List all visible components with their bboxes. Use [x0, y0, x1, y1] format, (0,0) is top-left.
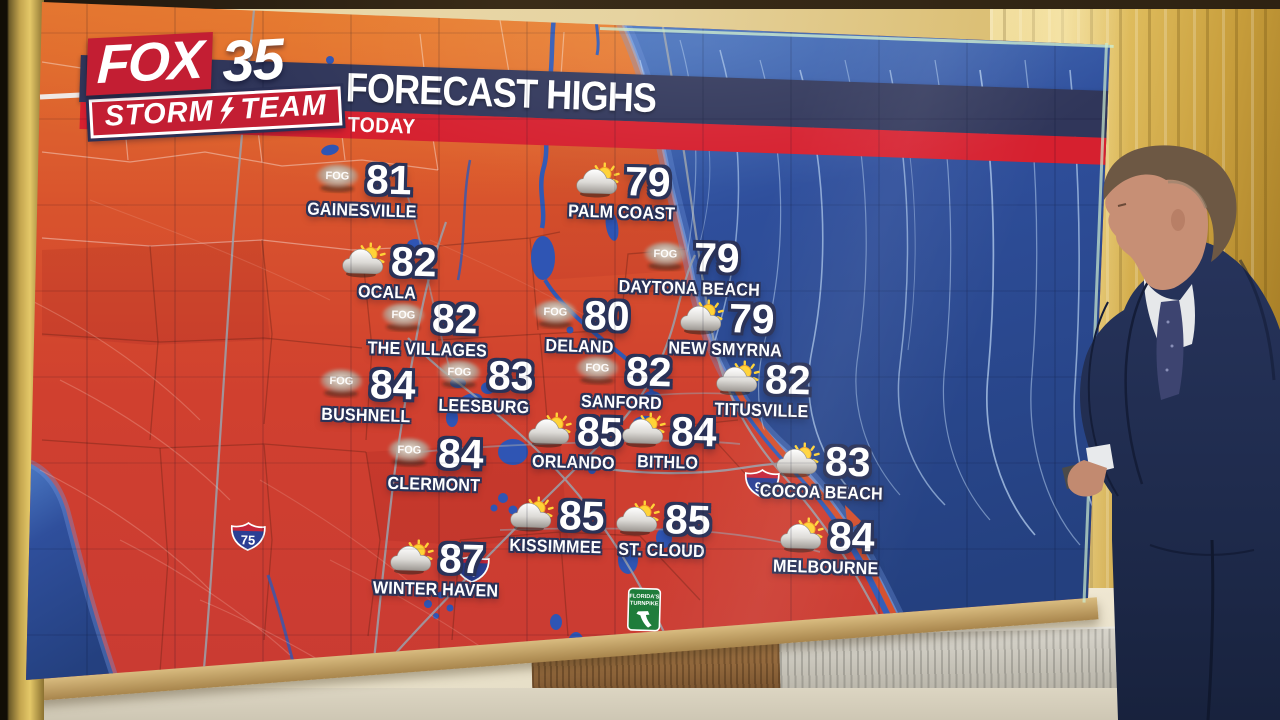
indian-river-lagoon [725, 380, 899, 636]
interstate-4-shield-icon: 4 [454, 553, 490, 583]
city-name: MELBOURNE [772, 555, 879, 579]
city-name: GAINESVILLE [306, 198, 417, 222]
interstate-75-shield-icon: 75 [230, 521, 266, 551]
svg-text:FOG: FOG [653, 248, 677, 261]
temperature-value: 82 [390, 238, 438, 286]
temperature-value: 87 [438, 535, 486, 583]
fog-icon: FOG [576, 356, 619, 385]
city-marker-daytona-beach: FOG 79 DAYTONA BEACH [594, 234, 786, 301]
station-number: 35 [220, 26, 285, 95]
temperature-value: 79 [728, 295, 776, 343]
temperature-value: 81 [365, 156, 413, 204]
svg-text:FLORIDA'S: FLORIDA'S [629, 594, 659, 601]
svg-text:FOG: FOG [397, 444, 421, 457]
fox-logo-text: FOX [96, 29, 204, 96]
interstate-95-shield: 95 [744, 468, 781, 504]
temperature-value: 83 [824, 438, 872, 486]
temperature-value: 79 [624, 158, 672, 206]
svg-text:95: 95 [755, 479, 770, 494]
temperature-value: 79 [693, 234, 741, 282]
sun-cloud-icon [622, 412, 666, 448]
lightning-bolt-icon [220, 97, 235, 126]
svg-text:FOG: FOG [329, 375, 353, 388]
city-marker-melbourne: 84 MELBOURNE [730, 513, 922, 580]
sun-cloud-icon [528, 412, 572, 448]
temperature-value: 82 [764, 356, 812, 404]
city-marker-sanford: FOG 82 SANFORD [526, 348, 718, 415]
city-name: WINTER HAVEN [372, 577, 499, 601]
turnpike-shield: FLORIDA'S TURNPIKE [626, 587, 662, 637]
sun-cloud-icon [780, 517, 824, 553]
temperature-value: 84 [670, 408, 718, 456]
sun-cloud-icon [680, 299, 724, 335]
fog-icon: FOG [388, 438, 431, 467]
sun-cloud-icon [716, 360, 760, 396]
city-marker-ocala: 82 OCALA [292, 238, 484, 305]
florida-turnpike-shield-icon: FLORIDA'S TURNPIKE [627, 587, 662, 632]
studio-ceiling-band [0, 0, 1280, 9]
fog-icon: FOG [534, 300, 577, 329]
sun-cloud-icon [776, 442, 820, 478]
svg-text:4: 4 [468, 563, 477, 580]
fog-icon: FOG [644, 242, 687, 271]
city-marker-bithlo: 84 BITHLO [572, 408, 764, 475]
city-marker-leesburg: FOG 83 LEESBURG [388, 352, 580, 419]
city-marker-winter-haven: 87 WINTER HAVEN [340, 535, 532, 602]
temperature-value: 82 [431, 295, 479, 343]
svg-text:FOG: FOG [585, 362, 609, 375]
city-marker-deland: FOG 80 DELAND [484, 292, 676, 359]
temperature-value: 84 [437, 430, 485, 478]
city-marker-bushnell: FOG 84 BUSHNELL [270, 361, 462, 428]
fox-logo-box: FOX [86, 29, 213, 97]
fog-icon: FOG [382, 303, 425, 332]
svg-text:FOG: FOG [391, 309, 415, 322]
sun-cloud-icon [342, 242, 386, 278]
svg-text:FOG: FOG [447, 366, 471, 379]
temperature-value: 82 [625, 348, 673, 396]
city-marker-gainesville: FOG 81 GAINESVILLE [266, 156, 458, 223]
svg-text:FOG: FOG [543, 306, 567, 319]
city-name: COCOA BEACH [759, 480, 884, 504]
fog-icon: FOG [320, 369, 363, 398]
svg-text:FOG: FOG [325, 170, 349, 183]
interstate-95-shield-icon: 95 [744, 468, 780, 498]
svg-text:TURNPIKE: TURNPIKE [630, 601, 659, 608]
city-marker-new-smyrna: 79 NEW SMYRNA [630, 295, 822, 362]
interstate-75-shield: 75 [230, 521, 267, 557]
city-marker-kissimmee: 85 KISSIMMEE [460, 492, 652, 559]
city-name: PALM COAST [567, 200, 676, 224]
storm-label: STORM [103, 95, 215, 134]
barrier-island [734, 388, 909, 642]
temperature-value: 85 [664, 496, 712, 544]
city-marker-clermont: FOG 84 CLERMONT [338, 430, 530, 497]
sun-cloud-icon [616, 500, 660, 536]
city-marker-orlando: 85 ORLANDO [478, 408, 670, 475]
city-marker-the-villages: FOG 82 THE VILLAGES [332, 295, 524, 362]
city-name: ST. CLOUD [617, 538, 706, 562]
sun-cloud-icon [390, 539, 434, 575]
gulf-of-mexico [26, 462, 118, 680]
interstate-4-shield: 4 [454, 553, 491, 589]
fog-icon: FOG [316, 164, 359, 193]
city-marker-st-cloud: 85 ST. CLOUD [566, 496, 758, 563]
team-label: TEAM [239, 89, 328, 126]
sun-cloud-icon [510, 496, 554, 532]
city-marker-cocoa-beach: 83 COCOA BEACH [726, 438, 918, 505]
temperature-value: 84 [828, 513, 876, 561]
atlantic-ocean [612, 2, 1110, 660]
station-logo: FOX 35 STORM TEAM [86, 25, 343, 139]
temperature-value: 80 [583, 292, 631, 340]
city-name: BITHLO [636, 451, 699, 473]
city-marker-palm-coast: 79 PALM COAST [526, 158, 718, 225]
storm-team-badge: STORM TEAM [88, 86, 343, 139]
svg-text:75: 75 [241, 532, 256, 547]
fog-icon: FOG [438, 360, 481, 389]
sun-cloud-icon [576, 162, 620, 198]
city-marker-titusville: 82 TITUSVILLE [666, 356, 858, 423]
studio-floor [0, 688, 1280, 720]
